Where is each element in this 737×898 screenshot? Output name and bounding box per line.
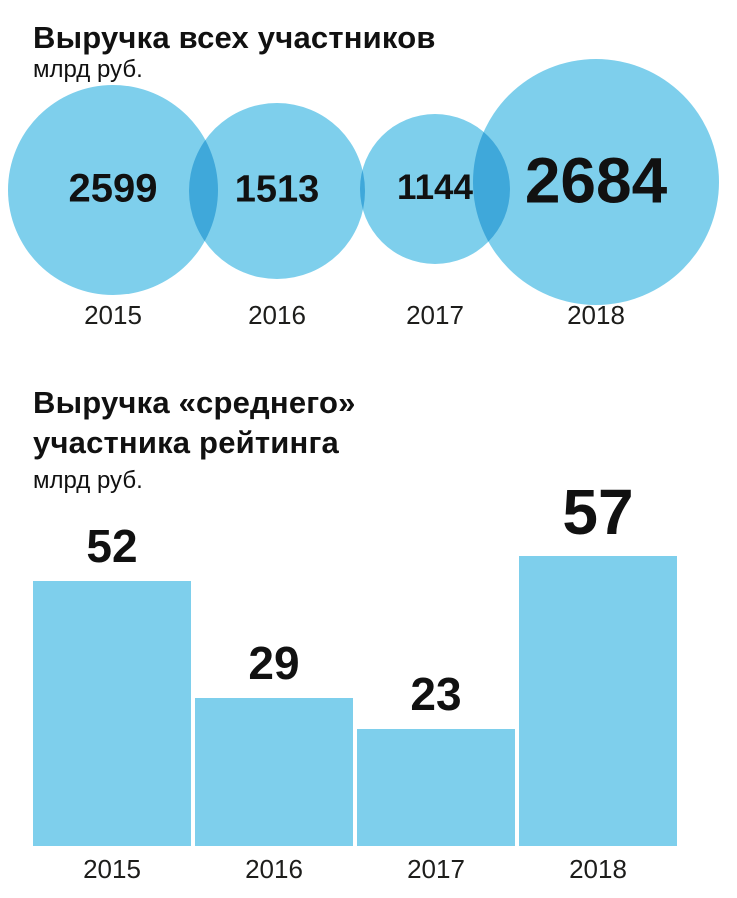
- bar-value-2018: 57: [562, 476, 634, 548]
- bubble-chart-subtitle: млрд руб.: [33, 56, 143, 83]
- bubble-chart-title: Выручка всех участников: [33, 20, 436, 55]
- bar-2016: [195, 698, 353, 846]
- bar-value-2016: 29: [248, 637, 300, 689]
- bar-2017: [357, 729, 515, 846]
- bar-value-2017: 23: [410, 668, 462, 720]
- bubble-value-2017: 1144: [397, 168, 473, 208]
- bar-chart-subtitle: млрд руб.: [33, 467, 143, 494]
- bar-chart-title-line1: Выручка «среднего»: [33, 385, 356, 420]
- bar-year-label-2017: 2017: [407, 854, 465, 884]
- bar-2015: [33, 581, 191, 846]
- bar-year-label-2018: 2018: [569, 854, 627, 884]
- bubble-year-label-2015: 2015: [84, 300, 142, 330]
- bubble-value-2015: 2599: [68, 166, 158, 211]
- bubble-2018: [473, 59, 719, 305]
- bar-2018: [519, 556, 677, 846]
- bar-year-label-2016: 2016: [245, 854, 303, 884]
- bar-value-2015: 52: [86, 520, 138, 572]
- bar-chart-title-line2: участника рейтинга: [33, 425, 340, 460]
- bubble-year-label-2017: 2017: [406, 300, 464, 330]
- bubble-2015: [8, 85, 218, 295]
- bar-chart-title: Выручка «среднего» участника рейтинга: [33, 383, 356, 463]
- bubble-year-label-2016: 2016: [248, 300, 306, 330]
- bubble-value-2016: 1513: [234, 168, 320, 211]
- bar-year-label-2015: 2015: [83, 854, 141, 884]
- bubble-2016: [189, 103, 365, 279]
- bubble-year-label-2018: 2018: [567, 300, 625, 330]
- bubble-value-2018: 2684: [524, 144, 668, 217]
